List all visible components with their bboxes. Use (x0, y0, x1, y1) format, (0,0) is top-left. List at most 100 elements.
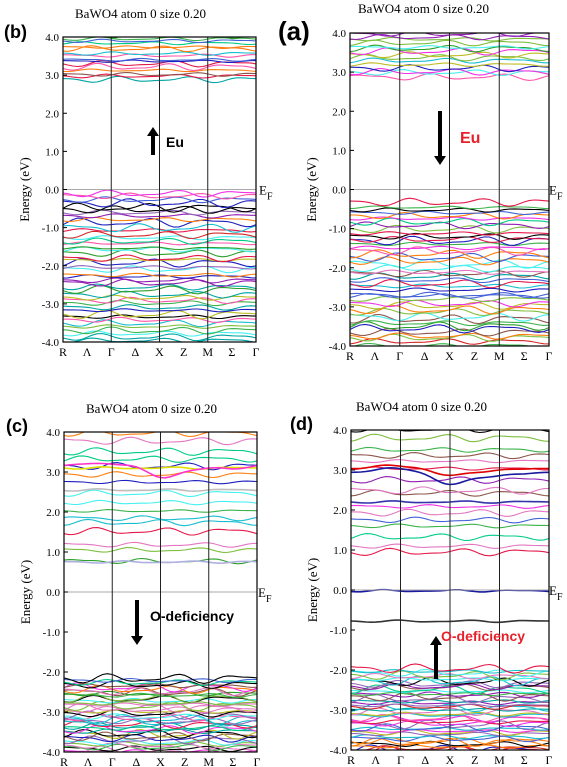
y-tick-label: 1.0 (332, 145, 346, 157)
arrow-head-icon (434, 156, 446, 165)
y-tick-label: 2.0 (46, 507, 60, 519)
panel-header: BaWO4 atom 0 size 0.20 (86, 401, 217, 416)
k-point-label: Γ (546, 349, 553, 363)
panel-label: (b) (4, 22, 27, 42)
y-tick-label: -3.0 (329, 302, 347, 314)
y-tick-label: -1.0 (43, 627, 61, 639)
annotation-label: Eu (166, 134, 184, 150)
k-point-label: Σ (228, 345, 235, 359)
panel-header: BaWO4 atom 0 size 0.20 (75, 6, 206, 21)
y-tick-label: -4.0 (329, 341, 347, 353)
y-tick-label: -4.0 (42, 337, 60, 349)
k-point-label: Γ (108, 345, 115, 359)
k-point-label: Σ (521, 349, 528, 363)
k-point-label: M (494, 349, 505, 363)
k-point-label: M (494, 753, 505, 767)
y-tick-label: -3.0 (42, 299, 60, 311)
y-tick-label: 2.0 (332, 106, 346, 118)
fermi-label: EF (259, 183, 273, 203)
band (91, 749, 232, 752)
fermi-label: EF (549, 183, 563, 203)
k-point-label: Γ (254, 755, 261, 767)
y-tick-label: -1.0 (42, 223, 60, 235)
panel-c: BaWO4 atom 0 size 0.20 (c) -4.0 -3.0 -2.0 -1.… (6, 401, 272, 767)
y-tick-label: 3.0 (333, 465, 347, 477)
k-point-label: Z (181, 755, 188, 767)
k-point-label: Σ (521, 753, 528, 767)
y-axis-label: Energy (eV) (305, 558, 320, 622)
y-tick-label: 0.0 (333, 585, 347, 597)
y-tick-label: -4.0 (330, 745, 348, 757)
y-tick-label: -2.0 (329, 263, 347, 275)
k-point-label: Δ (421, 349, 429, 363)
fermi-label: EF (258, 585, 272, 605)
y-tick-label: 1.0 (333, 545, 347, 557)
k-point-label: Λ (371, 753, 380, 767)
k-point-label: R (346, 349, 354, 363)
k-point-label: R (60, 755, 68, 767)
annotation-label: Eu (460, 130, 480, 147)
panel-a: BaWO4 atom 0 size 0.20 (a) -4.0 -3.0 -2.0 -1.… (278, 1, 563, 363)
k-point-label: Γ (253, 345, 260, 359)
panel-label: (c) (6, 416, 28, 436)
y-axis-label: Energy (eV) (304, 157, 319, 221)
y-tick-label: 4.0 (46, 427, 60, 439)
y-tick-label: 4.0 (45, 32, 59, 44)
y-tick-label: 0.0 (332, 185, 346, 197)
y-tick-label: 3.0 (46, 467, 60, 479)
k-point-label: Γ (546, 753, 553, 767)
arrow-head-icon (430, 636, 442, 645)
y-tick-label: -2.0 (43, 667, 61, 679)
k-point-label: M (203, 755, 214, 767)
panel-header: BaWO4 atom 0 size 0.20 (356, 399, 487, 414)
y-tick-label: -1.0 (330, 625, 348, 637)
panel-header: BaWO4 atom 0 size 0.20 (358, 1, 489, 16)
k-point-label: Λ (84, 755, 93, 767)
y-tick-label: 3.0 (332, 67, 346, 79)
k-point-label: Z (471, 349, 478, 363)
y-tick-label: -1.0 (329, 224, 347, 236)
y-tick-label: 2.0 (333, 505, 347, 517)
k-point-label: Z (471, 753, 478, 767)
band (350, 28, 549, 32)
y-tick-label: 1.0 (46, 547, 60, 559)
y-tick-label: 0.0 (46, 587, 60, 599)
y-tick-label: -3.0 (43, 707, 61, 719)
k-point-label: X (155, 345, 164, 359)
k-point-label: X (446, 753, 455, 767)
y-tick-label: 1.0 (45, 146, 59, 158)
k-point-label: Γ (109, 755, 116, 767)
panel-d: BaWO4 atom 0 size 0.20 (d) -4.0 -3.0 -2.0 -1.… (290, 399, 563, 767)
y-tick-label: -3.0 (330, 705, 348, 717)
y-tick-label: 0.0 (45, 185, 59, 197)
k-point-label: R (59, 345, 67, 359)
annotation-label: O-deficiency (150, 608, 234, 624)
y-tick-label: -2.0 (330, 665, 348, 677)
k-point-label: Γ (396, 349, 403, 363)
panel-b: BaWO4 atom 0 size 0.20 (b) -4.0 -3.0 -2.0 -1.… (4, 6, 273, 359)
k-point-label: Δ (133, 755, 141, 767)
y-tick-label: 3.0 (45, 70, 59, 82)
k-point-label: Λ (83, 345, 92, 359)
k-point-label: M (202, 345, 213, 359)
panel-label: (d) (290, 414, 313, 434)
fermi-label: EF (549, 583, 563, 603)
k-point-label: Δ (421, 753, 429, 767)
k-point-label: Δ (132, 345, 140, 359)
k-point-label: R (347, 753, 355, 767)
arrow-head-icon (147, 127, 159, 136)
panel-label: (a) (278, 16, 310, 46)
y-tick-label: 2.0 (45, 108, 59, 120)
k-point-label: X (445, 349, 454, 363)
y-tick-label: -2.0 (42, 261, 60, 273)
k-point-label: Γ (397, 753, 404, 767)
y-tick-label: 4.0 (333, 425, 347, 437)
k-point-label: Λ (371, 349, 380, 363)
y-tick-label: 4.0 (332, 28, 346, 40)
y-tick-label: -4.0 (43, 747, 61, 759)
k-point-label: X (156, 755, 165, 767)
y-axis-label: Energy (eV) (17, 157, 32, 221)
y-axis-label: Energy (eV) (18, 560, 33, 624)
annotation-label: O-deficiency (441, 628, 525, 644)
